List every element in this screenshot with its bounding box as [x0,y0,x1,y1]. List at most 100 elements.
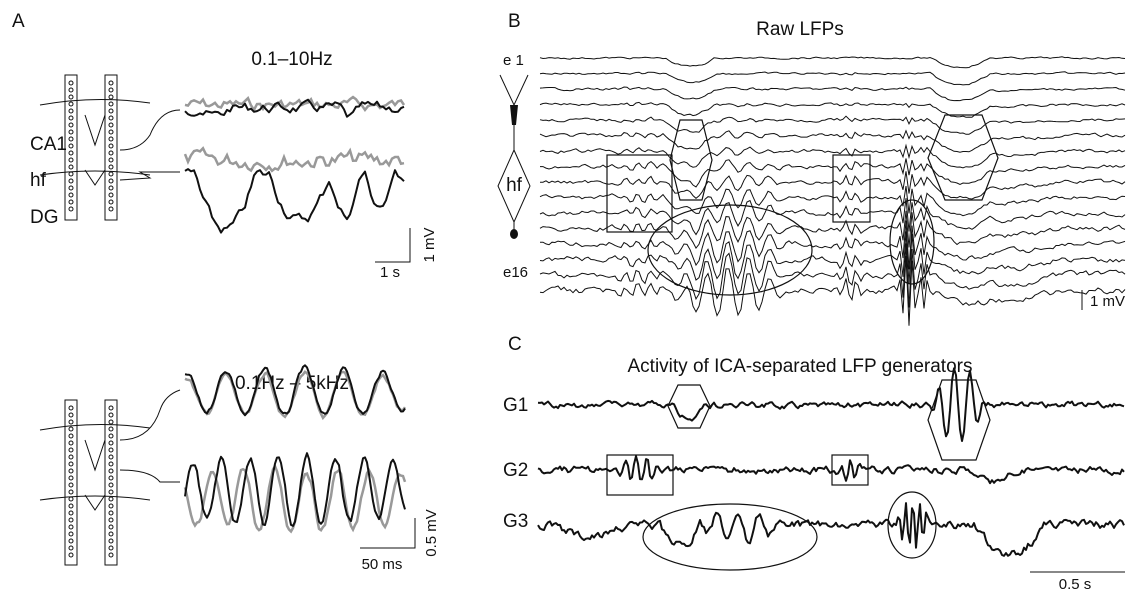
probe-site [108,178,114,184]
lfp-trace [539,129,1126,153]
probe-site [108,531,114,537]
region-label: DG [30,207,59,228]
probe-site [108,454,114,460]
probe-site [68,496,74,502]
probe-site [108,157,114,163]
probe-site [68,143,74,149]
probe-site [68,157,74,163]
electrode-label: e 1 [503,52,524,69]
probe-site [68,461,74,467]
trace [184,95,406,113]
arrow [119,171,180,181]
probe-site [108,129,114,135]
probe-site [108,489,114,495]
probe-site [68,80,74,86]
generator-label: G1 [503,395,528,416]
probe-site [68,475,74,481]
probe-site [68,150,74,156]
probe-site [108,136,114,142]
layer-line [39,495,151,501]
probe-site [68,503,74,509]
trace [184,452,406,527]
arrow [119,469,180,483]
scale-label: 1 mV [421,227,438,262]
lfp-trace [539,143,1126,169]
probe-site [108,171,114,177]
probe-site [68,482,74,488]
probe-site [108,192,114,198]
cell [84,439,106,511]
electrode-label: e16 [503,264,528,281]
probe-site [68,171,74,177]
panel-label: A [12,11,25,32]
probe-site [108,206,114,212]
probe-site [68,552,74,558]
probe-site [68,412,74,418]
probe-site [68,164,74,170]
scale-label: 0.5 s [1059,576,1092,592]
probe-site [108,115,114,121]
panel-title: 0.1–10Hz [251,49,332,70]
probe-site [108,461,114,467]
probe-site [68,468,74,474]
panel-label: C [508,334,522,355]
scale-line [360,518,416,549]
lfp-trace [539,71,1126,86]
lfp-trace [539,210,1126,250]
panel-title: Raw LFPs [756,19,844,40]
probe-site [68,419,74,425]
probe-site [108,447,114,453]
probe [104,74,118,221]
probe-site [68,94,74,100]
probe-site [68,440,74,446]
layer-line [39,170,151,176]
probe-site [108,87,114,93]
scale-label: 0.5 mV [423,509,440,557]
probe-site [108,80,114,86]
probe-site [68,136,74,142]
scale-line [375,228,411,263]
probe-site [108,150,114,156]
probe-site [68,199,74,205]
probe-site [108,440,114,446]
lfp-trace [540,158,1126,188]
scale-label: 50 ms [362,556,403,573]
probe-site [68,545,74,551]
probe-site [108,538,114,544]
probe-site [68,178,74,184]
layer-line [39,98,151,106]
layer-line [39,423,151,431]
probe-site [108,101,114,107]
probe-site [68,531,74,537]
probe-site [108,503,114,509]
probe-site [68,129,74,135]
probe-site [108,185,114,191]
probe-site [108,475,114,481]
probe-site [108,199,114,205]
probe-site [68,206,74,212]
arrow [119,109,181,151]
lfp-trace [539,86,1126,102]
generator-trace [537,455,1125,485]
probe-site [68,510,74,516]
generator-trace [537,367,1125,442]
lfp-trace [539,255,1126,326]
probe-site [108,94,114,100]
probe-site [108,412,114,418]
probe-site [68,192,74,198]
lfp-trace [539,186,1126,217]
lfp-trace [539,231,1126,285]
probe-site [68,122,74,128]
scale-label: 1 mV [1090,293,1125,310]
probe-site [68,101,74,107]
probe-site [108,419,114,425]
panel-title: 0.1Hz – 5kHz [235,373,349,394]
lfp-trace [539,171,1126,200]
probe-site [108,524,114,530]
generator-trace [537,502,1125,557]
probe-site [108,545,114,551]
probe-site [108,108,114,114]
lfp-trace [539,115,1126,135]
probe-site [68,185,74,191]
